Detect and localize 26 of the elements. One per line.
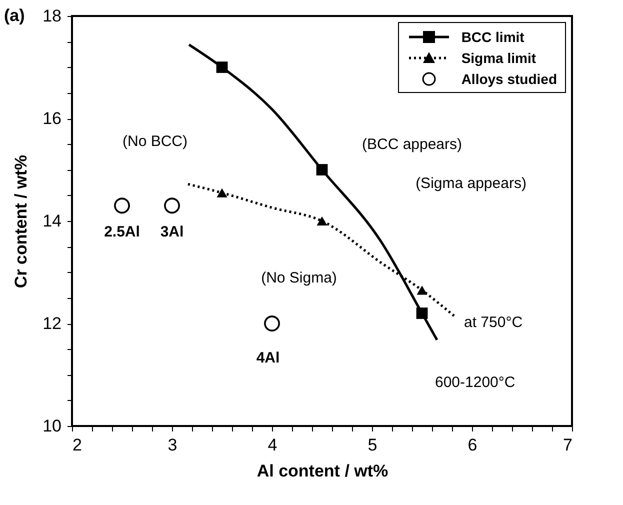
y-tick-label: 10	[42, 416, 62, 436]
y-tick-label: 18	[42, 6, 62, 26]
x-tick-label: 6	[468, 436, 478, 454]
y-axis-title: Cr content / wt%	[12, 154, 31, 288]
x-tick-label: 2	[72, 436, 82, 454]
text: (a)	[4, 6, 25, 26]
y-tick-label: 12	[42, 314, 62, 333]
legend-label: Alloys studied	[461, 70, 557, 86]
y-tick-label: 14	[42, 212, 62, 230]
annotation: at 750°C	[464, 314, 523, 331]
annotation: (No BCC)	[122, 133, 188, 150]
legend-label: Sigma limit	[461, 50, 536, 66]
x-tick-label: 4	[268, 436, 278, 454]
annotation: (BCC appears)	[362, 136, 462, 154]
legend-label: BCC limit	[461, 28, 524, 44]
x-tick-label: 3	[168, 436, 178, 454]
x-axis-title: Al content / wt%	[256, 462, 388, 480]
annotation: (No Sigma)	[261, 269, 337, 286]
annotation: 600-1200°C	[435, 374, 516, 391]
y-tick-label: 16	[42, 109, 62, 128]
annotation: (Sigma appears)	[416, 175, 526, 192]
annotation: 2.5Al	[104, 224, 140, 241]
annotation: 3Al	[160, 224, 184, 241]
x-tick-label: 7	[563, 436, 572, 454]
annotation: 4Al	[256, 350, 280, 366]
x-tick-label: 5	[368, 436, 378, 454]
